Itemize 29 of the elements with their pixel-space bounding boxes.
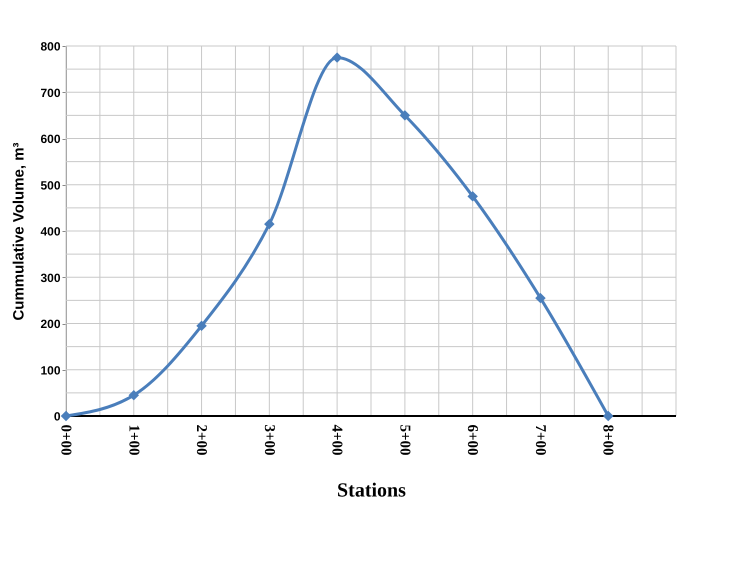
y-tick-label: 300 xyxy=(40,270,61,285)
point xyxy=(467,191,478,202)
point xyxy=(264,218,275,230)
point xyxy=(535,292,546,304)
point xyxy=(602,410,614,422)
point xyxy=(60,410,72,422)
y-tick-label: 0 xyxy=(54,410,61,424)
x-tick-label: 5+00 xyxy=(396,424,412,456)
point xyxy=(196,320,207,332)
y-tick-label: 400 xyxy=(40,224,61,238)
y-tick-label: 700 xyxy=(40,86,61,100)
x-tick-label: 8+00 xyxy=(600,424,616,456)
y-tick-label: 800 xyxy=(40,40,61,54)
point xyxy=(400,110,410,121)
x-tick-label: 1+00 xyxy=(125,424,142,456)
y-tick-label: 200 xyxy=(40,317,61,331)
x-tick-label: 0+00 xyxy=(58,424,74,456)
x-axis-title: Stations xyxy=(337,480,406,502)
point xyxy=(128,390,140,400)
x-tick-label: 6+00 xyxy=(464,424,480,456)
x-tick-label: 2+00 xyxy=(193,424,210,456)
y-tick-label: 100 xyxy=(40,363,61,378)
y-tick-label: 500 xyxy=(40,178,61,192)
y-axis-title: Cummulative Volume, m³ xyxy=(10,142,28,321)
y-tick-label: 600 xyxy=(40,132,61,146)
point xyxy=(332,52,342,63)
x-tick-label: 4+00 xyxy=(328,424,345,456)
x-tick-label: 7+00 xyxy=(532,424,548,456)
x-tick-label: 3+00 xyxy=(260,424,277,456)
